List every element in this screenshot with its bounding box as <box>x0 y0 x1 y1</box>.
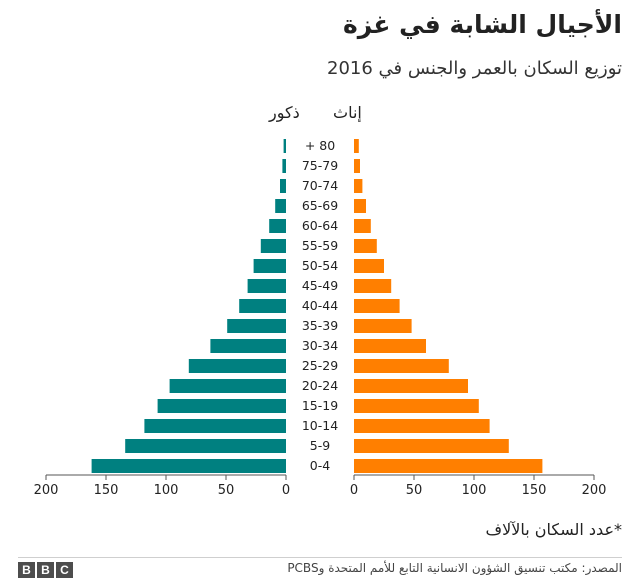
age-label: 15-19 <box>302 398 338 413</box>
footer-divider <box>18 557 622 558</box>
male-bar <box>210 339 286 353</box>
female-bar <box>354 259 384 273</box>
female-bar <box>354 379 468 393</box>
male-tick-label: 150 <box>94 483 119 498</box>
male-bar <box>227 319 286 333</box>
bbc-logo-letter: B <box>37 562 54 578</box>
age-label: 25-29 <box>302 358 338 373</box>
bbc-logo: B B C <box>18 562 73 578</box>
age-label: 75-79 <box>302 158 338 173</box>
female-tick-label: 150 <box>522 483 547 498</box>
legend-male-label: ذكور <box>269 103 300 122</box>
population-pyramid-chart: 0-4 5-9 10-14 15-19 20-24 25-29 30-34 35-39 40-4… <box>34 138 607 498</box>
male-bar <box>144 419 286 433</box>
age-label: 60-64 <box>302 218 338 233</box>
female-tick-label: 100 <box>462 483 487 498</box>
age-label: 55-59 <box>302 238 338 253</box>
female-bar <box>354 419 490 433</box>
legend-female-label: إناث <box>333 103 362 122</box>
age-label: 45-49 <box>302 278 338 293</box>
female-tick-label: 50 <box>406 483 423 498</box>
male-bar <box>247 279 286 293</box>
male-tick-label: 50 <box>218 483 235 498</box>
male-bar <box>253 259 286 273</box>
female-tick-label: 0 <box>350 483 358 498</box>
male-bar <box>157 399 286 413</box>
female-bar <box>354 299 400 313</box>
age-label: 0-4 <box>310 458 330 473</box>
female-bar <box>354 319 412 333</box>
female-bar <box>354 459 543 473</box>
female-bar <box>354 359 449 373</box>
female-bar <box>354 139 359 153</box>
age-label: 30-34 <box>302 338 338 353</box>
chart-subtitle: توزيع السكان بالعمر والجنس في 2016 <box>327 58 622 79</box>
male-bar <box>282 159 286 173</box>
male-bar <box>280 179 286 193</box>
male-bar <box>169 379 286 393</box>
male-bar <box>283 139 286 153</box>
age-label: 65-69 <box>302 198 338 213</box>
bbc-logo-letter: C <box>56 562 73 578</box>
female-bar <box>354 399 479 413</box>
chart-title: الأجيال الشابة في غزة <box>343 10 622 39</box>
age-label: 35-39 <box>302 318 338 333</box>
female-bar <box>354 219 371 233</box>
female-bar <box>354 339 426 353</box>
female-bar <box>354 439 509 453</box>
age-labels-group: 0-4 5-9 10-14 15-19 20-24 25-29 30-34 35-39 40-4… <box>302 138 338 473</box>
male-bar <box>275 199 286 213</box>
female-bars-group <box>354 139 543 473</box>
male-bar <box>239 299 286 313</box>
male-bar <box>260 239 286 253</box>
age-label: + 80 <box>305 138 335 153</box>
axes-group: 200 150 100 50 0 0 50 100 150 200 <box>34 474 607 498</box>
age-label: 50-54 <box>302 258 338 273</box>
male-tick-label: 200 <box>34 483 59 498</box>
age-label: 20-24 <box>302 378 338 393</box>
female-bar <box>354 159 360 173</box>
male-bar <box>125 439 286 453</box>
female-bar <box>354 239 377 253</box>
male-bar <box>188 359 286 373</box>
male-tick-label: 100 <box>154 483 179 498</box>
bbc-logo-letter: B <box>18 562 35 578</box>
age-label: 5-9 <box>310 438 330 453</box>
female-bar <box>354 179 363 193</box>
female-bar <box>354 279 392 293</box>
male-tick-label: 0 <box>282 483 290 498</box>
male-bar <box>91 459 286 473</box>
female-tick-label: 200 <box>582 483 607 498</box>
female-bar <box>354 199 366 213</box>
units-note: *عدد السكان بالآلاف <box>485 520 622 539</box>
source-text: المصدر: مكتب تنسيق الشؤون الانسانية التا… <box>287 561 622 575</box>
male-bar <box>269 219 286 233</box>
age-label: 40-44 <box>302 298 338 313</box>
age-label: 70-74 <box>302 178 338 193</box>
male-bars-group <box>91 139 286 473</box>
age-label: 10-14 <box>302 418 338 433</box>
